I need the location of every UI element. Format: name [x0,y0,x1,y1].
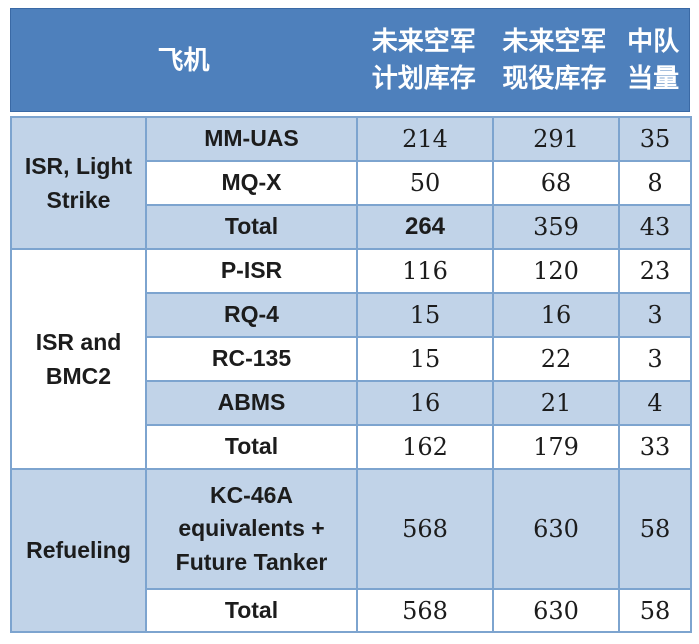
group-label-cell: ISR and BMC2 [10,248,147,470]
planned-inventory-cell: 15 [356,336,494,382]
squadron-equivalent-cell: 3 [618,336,692,382]
squadron-equivalent-cell: 3 [618,292,692,338]
squadron-equivalent-cell: 33 [618,424,692,470]
total-label-cell: Total [145,588,358,633]
table-row: RC-135 15 22 3 [11,336,692,382]
planned-inventory-cell: 214 [356,116,494,162]
table-row: MQ-X 50 68 8 [11,160,692,206]
active-inventory-cell: 291 [492,116,620,162]
planned-inventory-cell: 50 [356,160,494,206]
planned-inventory-cell: 15 [356,292,494,338]
squadron-equivalent-cell: 43 [618,204,692,250]
planned-inventory-cell: 264 [356,204,494,250]
table-row: ISR, Light Strike MM-UAS 214 291 35 [10,116,692,250]
squadron-equivalent-cell: 35 [618,116,692,162]
planned-inventory-cell: 568 [356,468,494,590]
aircraft-name-cell: RC-135 [145,336,358,382]
group-label-cell: Refueling [10,468,147,633]
aircraft-inventory-table: ISR, Light Strike MM-UAS 214 291 35 MQ-X… [10,116,692,633]
table-container: 飞机 未来空军 计划库存 未来空军 现役库存 中队 当量 ISR, Light … [10,8,692,633]
table-header-row: 飞机 未来空军 计划库存 未来空军 现役库存 中队 当量 [10,8,690,112]
table-row: Total 568 630 58 [11,588,692,633]
header-cell-active-inventory: 未来空军 现役库存 [502,26,607,93]
active-inventory-cell: 359 [492,204,620,250]
planned-inventory-cell: 162 [356,424,494,470]
aircraft-name-cell: ABMS [145,380,358,426]
squadron-equivalent-cell: 58 [618,588,692,633]
total-label-cell: Total [145,204,358,250]
aircraft-name-cell: MQ-X [145,160,358,206]
squadron-equivalent-cell: 58 [618,468,692,590]
active-inventory-cell: 630 [492,468,620,590]
planned-inventory-cell: 116 [356,248,494,294]
table-row: ISR and BMC2 P-ISR 116 120 23 [10,248,692,470]
planned-inventory-cell: 16 [356,380,494,426]
active-inventory-cell: 68 [492,160,620,206]
squadron-equivalent-cell: 4 [618,380,692,426]
header-cell-planned-inventory: 未来空军 计划库存 [371,26,476,93]
header-cell-squadron-equivalent: 中队 当量 [627,26,680,93]
group-label-cell: ISR, Light Strike [10,116,147,250]
table-row: Total 162 179 33 [11,424,692,470]
aircraft-name-cell: KC-46A equivalents + Future Tanker [145,468,358,590]
table-row: ABMS 16 21 4 [11,380,692,426]
aircraft-name-cell: MM-UAS [145,116,358,162]
squadron-equivalent-cell: 8 [618,160,692,206]
table-row: Refueling KC-46A equivalents + Future Ta… [10,468,692,633]
aircraft-name-cell: P-ISR [145,248,358,294]
active-inventory-cell: 179 [492,424,620,470]
table-row: Total 264 359 43 [11,204,692,250]
active-inventory-cell: 630 [492,588,620,633]
header-cell-aircraft: 飞机 [157,44,210,75]
total-label-cell: Total [145,424,358,470]
active-inventory-cell: 21 [492,380,620,426]
active-inventory-cell: 22 [492,336,620,382]
squadron-equivalent-cell: 23 [618,248,692,294]
planned-inventory-cell: 568 [356,588,494,633]
active-inventory-cell: 16 [492,292,620,338]
active-inventory-cell: 120 [492,248,620,294]
table-row: RQ-4 15 16 3 [11,292,692,338]
aircraft-name-cell: RQ-4 [145,292,358,338]
